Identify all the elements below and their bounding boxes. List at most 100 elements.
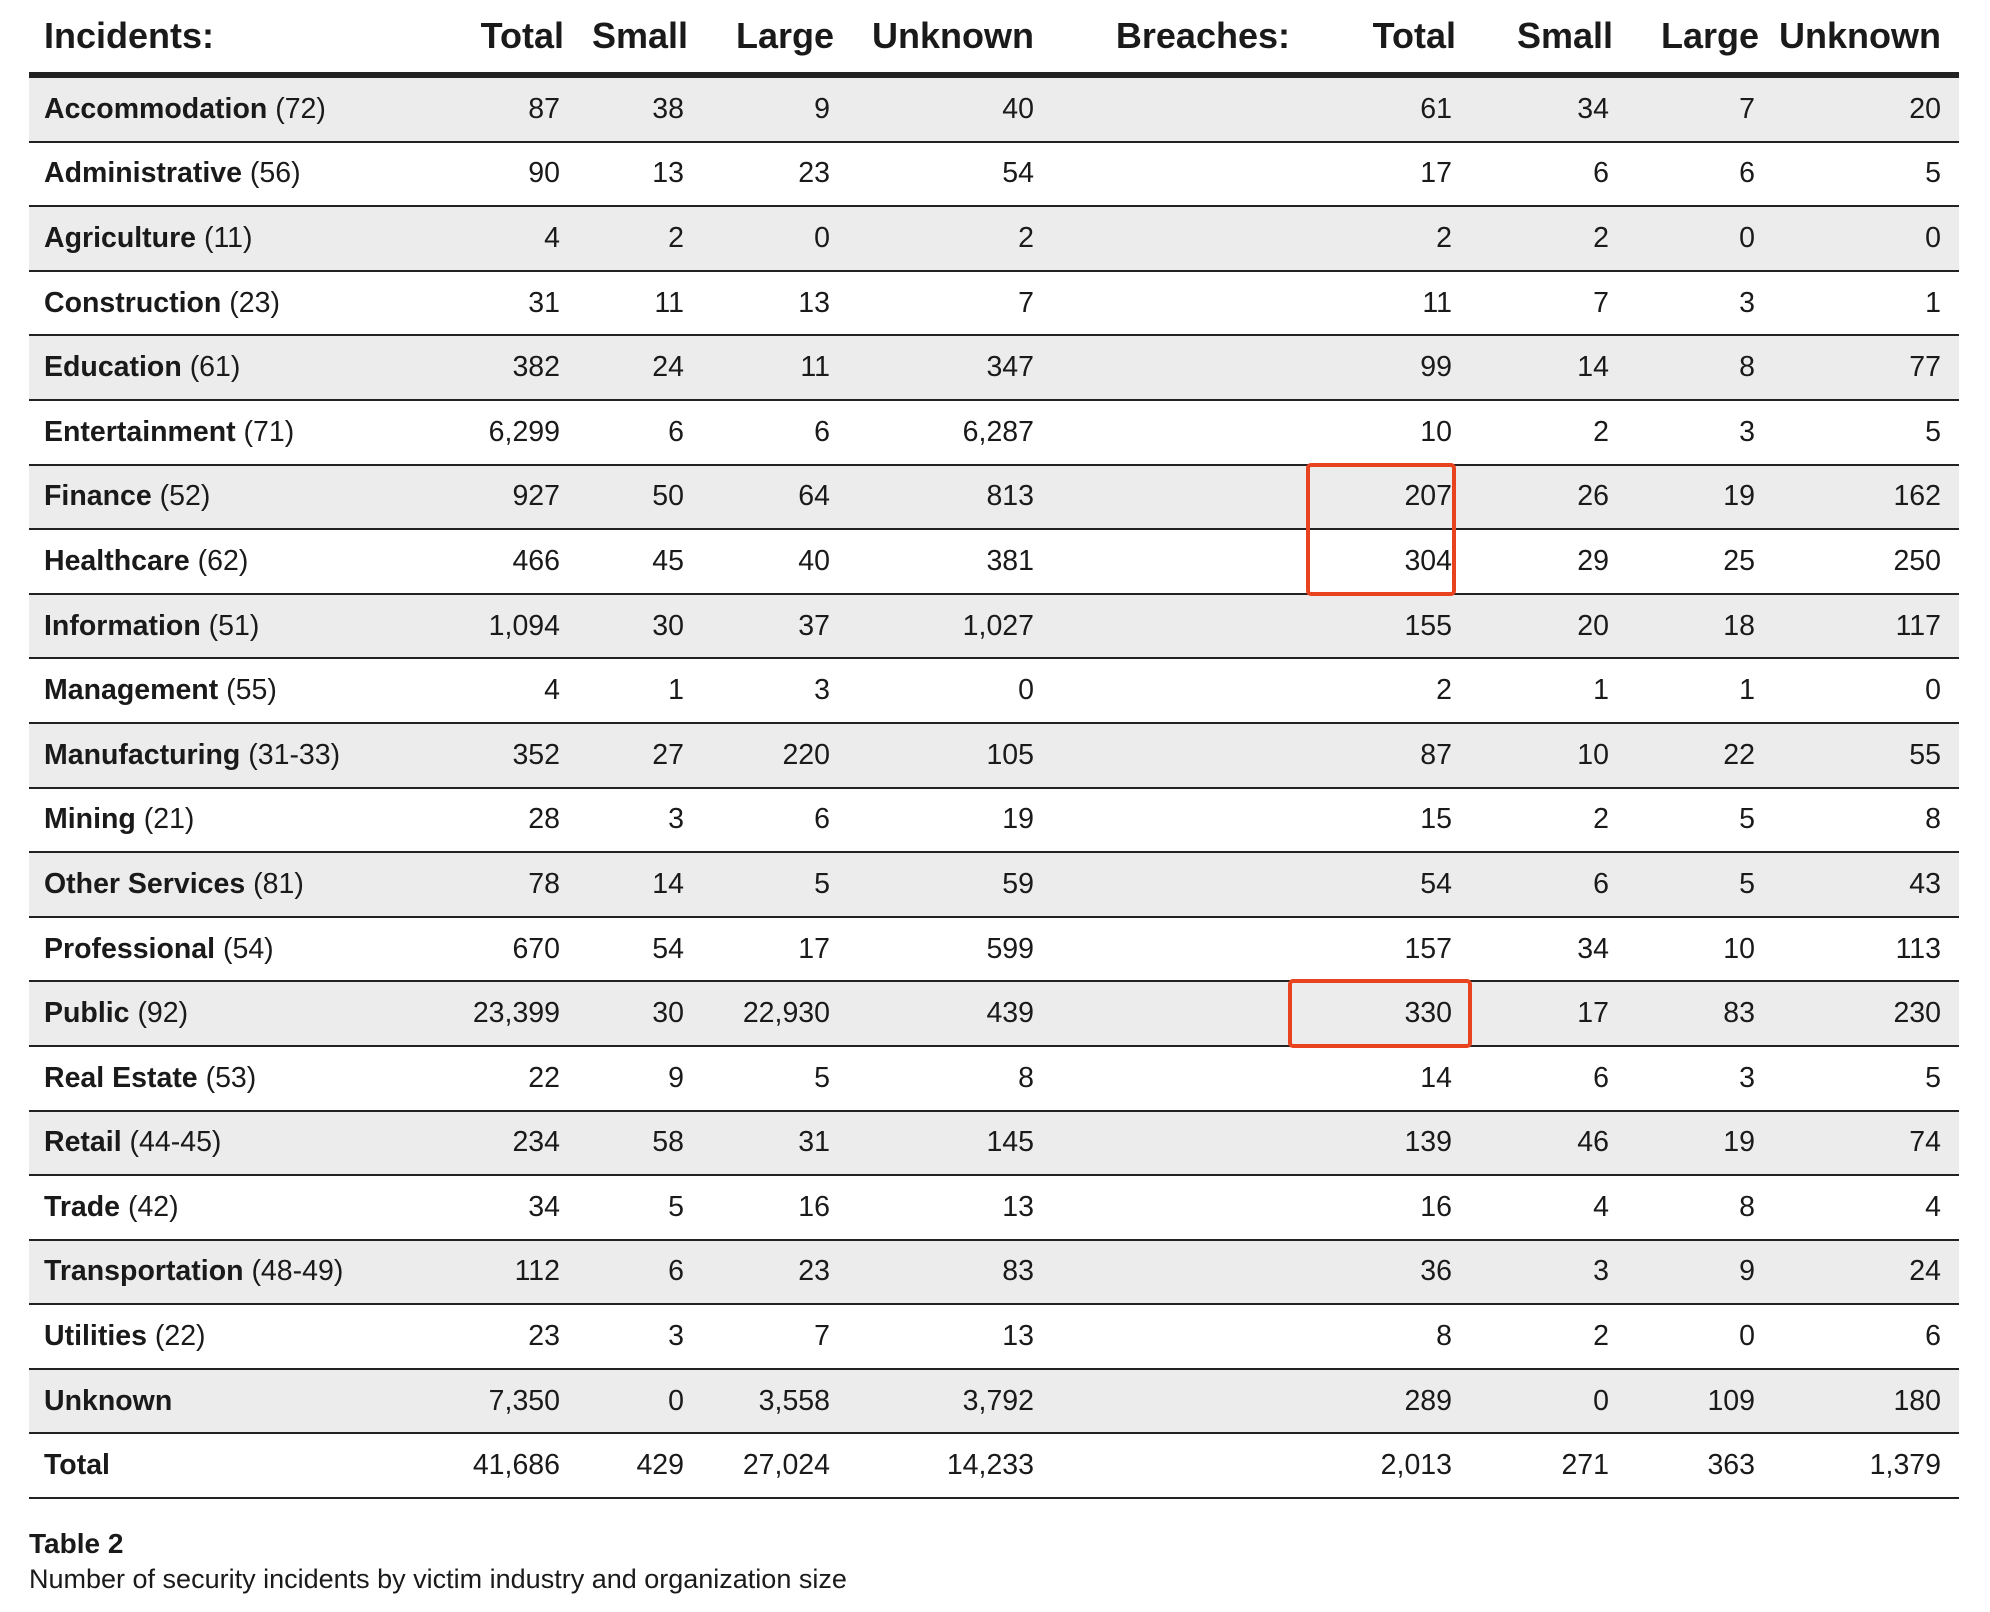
naics-code: (23) <box>229 286 280 319</box>
incidents-large-cell: 16 <box>688 1175 834 1241</box>
breaches-unknown-header: Unknown <box>1759 0 1959 78</box>
breaches-total-cell: 15 <box>1314 787 1456 854</box>
breaches-small-cell: 1 <box>1456 658 1613 724</box>
naics-code: (48-49) <box>251 1255 344 1288</box>
breaches-small-cell: 6 <box>1456 852 1613 918</box>
incidents-large-cell: 6 <box>688 787 834 854</box>
breaches-unknown-cell: 230 <box>1759 981 1959 1047</box>
breaches-unknown-cell: 250 <box>1759 529 1959 595</box>
gap-cell <box>1038 270 1314 337</box>
breaches-small-cell: 2 <box>1456 399 1613 466</box>
industry-cell: Management (55) <box>29 658 412 724</box>
industry-name: Education <box>44 351 182 384</box>
breaches-large-cell: 8 <box>1613 335 1759 401</box>
incidents-unknown-cell: 145 <box>834 1110 1038 1177</box>
industry-name: Construction <box>44 286 222 319</box>
industry-name: Management <box>44 674 219 707</box>
incidents-total-cell: 466 <box>412 529 564 595</box>
incidents-total-cell: 28 <box>412 787 564 854</box>
incidents-large-cell: 23 <box>688 1239 834 1306</box>
incidents-small-cell: 1 <box>564 658 688 724</box>
breaches-unknown-cell: 43 <box>1759 852 1959 918</box>
industry-cell: Finance (52) <box>29 464 412 531</box>
incidents-unknown-cell: 1,027 <box>834 593 1038 660</box>
incidents-small-cell: 429 <box>564 1433 688 1500</box>
industry-cell: Professional (54) <box>29 916 412 983</box>
table-row: Entertainment (71) 6,299 6 6 6,287 10 2 3 5 <box>29 399 1959 466</box>
gap-cell <box>1038 593 1314 660</box>
incidents-unknown-cell: 83 <box>834 1239 1038 1306</box>
table-row: Management (55) 4 1 3 0 2 1 1 0 <box>29 658 1959 724</box>
breaches-small-cell: 6 <box>1456 1045 1613 1112</box>
industry-name: Finance <box>44 480 152 513</box>
breaches-large-cell: 7 <box>1613 75 1759 143</box>
breaches-small-cell: 34 <box>1456 75 1613 143</box>
gap-cell <box>1038 399 1314 466</box>
table-row: Other Services (81) 78 14 5 59 54 6 5 43 <box>29 852 1959 918</box>
gap-cell <box>1038 1368 1314 1435</box>
gap-cell <box>1038 981 1314 1047</box>
breaches-unknown-cell: 20 <box>1759 75 1959 143</box>
table-row: Real Estate (53) 22 9 5 8 14 6 3 5 <box>29 1045 1959 1112</box>
gap-cell <box>1038 916 1314 983</box>
table-row: Agriculture (11) 4 2 0 2 2 2 0 0 <box>29 206 1959 272</box>
incidents-small-cell: 45 <box>564 529 688 595</box>
incidents-large-cell: 31 <box>688 1110 834 1177</box>
naics-code: (42) <box>127 1190 179 1223</box>
incidents-small-cell: 3 <box>564 787 688 854</box>
breaches-small-cell: 2 <box>1456 787 1613 854</box>
breaches-small-cell: 34 <box>1456 916 1613 983</box>
incidents-total-header: Total <box>412 0 564 78</box>
table-row: Utilities (22) 23 3 7 13 8 2 0 6 <box>29 1304 1959 1370</box>
incidents-unknown-cell: 14,233 <box>834 1433 1038 1500</box>
industry-cell: Agriculture (11) <box>29 206 412 272</box>
breaches-small-cell: 26 <box>1456 464 1613 531</box>
breaches-unknown-cell: 0 <box>1759 658 1959 724</box>
breaches-large-cell: 8 <box>1613 1175 1759 1241</box>
breaches-total-cell: 61 <box>1314 75 1456 143</box>
table-row: Finance (52) 927 50 64 813 207 26 19 162 <box>29 464 1959 531</box>
naics-code: (55) <box>226 674 277 707</box>
breaches-large-cell: 5 <box>1613 787 1759 854</box>
breaches-small-header: Small <box>1456 0 1613 78</box>
breaches-unknown-cell: 5 <box>1759 141 1959 208</box>
incidents-small-cell: 2 <box>564 206 688 272</box>
breaches-total-cell: 87 <box>1314 722 1456 789</box>
naics-code: (61) <box>189 351 241 384</box>
incidents-large-cell: 5 <box>688 852 834 918</box>
industry-cell: Entertainment (71) <box>29 399 412 466</box>
industry-cell: Administrative (56) <box>29 141 412 208</box>
incidents-unknown-header: Unknown <box>834 0 1038 78</box>
breaches-small-cell: 3 <box>1456 1239 1613 1306</box>
naics-code: (62) <box>197 544 249 577</box>
breaches-total-cell: 54 <box>1314 852 1456 918</box>
incidents-unknown-cell: 7 <box>834 270 1038 337</box>
breaches-large-cell: 19 <box>1613 464 1759 531</box>
breaches-total-cell: 17 <box>1314 141 1456 208</box>
incidents-unknown-cell: 347 <box>834 335 1038 401</box>
breaches-unknown-cell: 5 <box>1759 1045 1959 1112</box>
incidents-large-cell: 5 <box>688 1045 834 1112</box>
incidents-total-cell: 90 <box>412 141 564 208</box>
incidents-unknown-cell: 381 <box>834 529 1038 595</box>
gap-cell <box>1038 529 1314 595</box>
industry-cell: Real Estate (53) <box>29 1045 412 1112</box>
breaches-large-cell: 0 <box>1613 1304 1759 1370</box>
incidents-small-cell: 27 <box>564 722 688 789</box>
breaches-unknown-cell: 0 <box>1759 206 1959 272</box>
industry-name: Retail <box>44 1126 122 1159</box>
breaches-unknown-cell: 162 <box>1759 464 1959 531</box>
incidents-unknown-cell: 439 <box>834 981 1038 1047</box>
incidents-total-cell: 234 <box>412 1110 564 1177</box>
breaches-small-cell: 6 <box>1456 141 1613 208</box>
industry-cell: Manufacturing (31-33) <box>29 722 412 789</box>
industry-name: Unknown <box>44 1384 173 1417</box>
breaches-small-cell: 17 <box>1456 981 1613 1047</box>
incidents-total-cell: 41,686 <box>412 1433 564 1500</box>
naics-code: (92) <box>137 997 189 1030</box>
breaches-unknown-cell: 55 <box>1759 722 1959 789</box>
incidents-total-cell: 4 <box>412 658 564 724</box>
industry-name: Transportation <box>44 1255 244 1288</box>
incidents-unknown-cell: 59 <box>834 852 1038 918</box>
breaches-large-cell: 109 <box>1613 1368 1759 1435</box>
